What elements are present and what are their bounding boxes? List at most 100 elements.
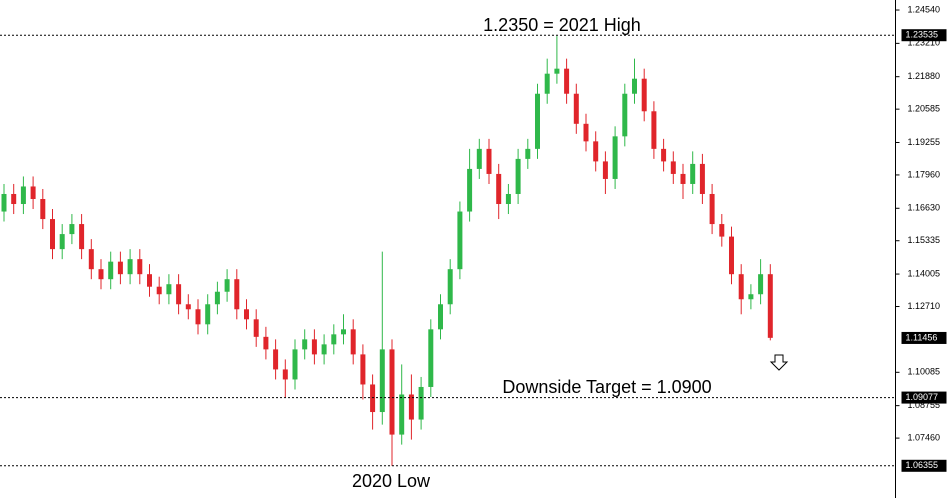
candle-body bbox=[438, 304, 443, 330]
candle-body bbox=[641, 78, 647, 112]
candle-body bbox=[1, 193, 7, 212]
candle-body bbox=[661, 148, 667, 162]
level-box bbox=[901, 391, 947, 404]
candle-body bbox=[544, 73, 550, 94]
candle-body bbox=[767, 274, 773, 338]
candle-body bbox=[50, 219, 55, 250]
y-tick-label: 1.19255 bbox=[908, 137, 941, 147]
candle-body bbox=[166, 284, 172, 295]
y-tick-label: 1.15335 bbox=[908, 235, 941, 245]
candle-body bbox=[457, 211, 463, 270]
y-tick-label: 1.12710 bbox=[908, 301, 941, 311]
candle-body bbox=[205, 304, 211, 325]
y-tick-label: 1.21880 bbox=[908, 71, 941, 81]
level-box bbox=[901, 459, 947, 472]
candle-body bbox=[234, 279, 240, 310]
candle-body bbox=[11, 193, 17, 205]
candle-body bbox=[680, 173, 686, 184]
down-arrow-icon bbox=[769, 354, 789, 371]
candle-body bbox=[573, 93, 579, 124]
candle-body bbox=[496, 173, 502, 205]
annotation: 1.2350 = 2021 High bbox=[483, 15, 641, 35]
candle-body bbox=[350, 329, 356, 355]
candle-body bbox=[321, 344, 327, 355]
candle-body bbox=[127, 259, 133, 275]
candle-body bbox=[40, 198, 46, 220]
candle-body bbox=[282, 369, 288, 380]
candle-body bbox=[602, 161, 608, 179]
candle-body bbox=[632, 78, 637, 94]
candle-body bbox=[709, 193, 715, 225]
candle-body bbox=[331, 334, 337, 345]
y-tick-label: 1.08755 bbox=[908, 400, 941, 410]
candle-body bbox=[748, 294, 754, 300]
candle-body bbox=[195, 309, 201, 325]
candle-body bbox=[59, 234, 65, 250]
candle-body bbox=[467, 168, 473, 212]
candle-body bbox=[360, 354, 366, 385]
level-label: 1.09077 bbox=[906, 392, 939, 402]
candle-body bbox=[263, 336, 269, 350]
candle-body bbox=[554, 68, 560, 74]
y-tick-label: 1.16630 bbox=[908, 203, 941, 213]
y-tick-label: 1.20585 bbox=[908, 104, 941, 114]
y-tick-label: 1.10085 bbox=[908, 367, 941, 377]
candle-body bbox=[224, 279, 230, 292]
y-tick-label: 1.07460 bbox=[908, 432, 941, 442]
candle-body bbox=[379, 349, 385, 413]
current-price-label: 1.11456 bbox=[906, 332, 938, 342]
candle-body bbox=[525, 148, 531, 159]
candle-body bbox=[418, 386, 424, 420]
candle-body bbox=[428, 329, 434, 387]
candle-body bbox=[137, 259, 143, 275]
candle-body bbox=[399, 394, 405, 435]
candle-body bbox=[108, 261, 114, 280]
candle-body bbox=[408, 394, 414, 420]
candle-body bbox=[253, 319, 259, 337]
candle-body bbox=[292, 349, 298, 380]
current-price-box bbox=[901, 331, 947, 344]
candle-body bbox=[244, 309, 249, 320]
y-tick-label: 1.17960 bbox=[908, 169, 941, 179]
candle-body bbox=[670, 161, 676, 174]
candle-body bbox=[185, 304, 191, 310]
candle-body bbox=[535, 93, 540, 149]
candle-body bbox=[311, 339, 317, 355]
candle-body bbox=[98, 269, 104, 280]
candle-body bbox=[564, 68, 570, 94]
candle-body bbox=[690, 163, 696, 184]
candle-body bbox=[583, 123, 589, 142]
candle-body bbox=[341, 329, 346, 335]
level-label: 1.23535 bbox=[906, 30, 939, 40]
candle-body bbox=[156, 286, 162, 295]
candle-body bbox=[758, 274, 764, 295]
candle-body bbox=[476, 148, 482, 169]
candle-body bbox=[370, 384, 376, 413]
candle-body bbox=[515, 158, 521, 194]
candle-body bbox=[719, 224, 725, 237]
y-tick-label: 1.14005 bbox=[908, 268, 941, 278]
candle-body bbox=[147, 274, 152, 287]
candle-body bbox=[505, 193, 511, 205]
candle-body bbox=[69, 224, 75, 235]
candle-body bbox=[30, 186, 36, 199]
candle-body bbox=[20, 186, 26, 205]
candle-body bbox=[214, 291, 220, 305]
candle-body bbox=[486, 148, 492, 174]
annotation: 2020 Low bbox=[352, 471, 431, 491]
candle-body bbox=[176, 284, 182, 305]
level-label: 1.06355 bbox=[906, 460, 939, 470]
y-tick-label: 1.23210 bbox=[908, 38, 941, 48]
candle-body bbox=[612, 136, 618, 179]
candle-body bbox=[273, 349, 279, 370]
candle-body bbox=[729, 236, 734, 275]
candle-body bbox=[389, 349, 395, 435]
candle-body bbox=[651, 111, 657, 149]
candle-body bbox=[88, 249, 94, 270]
candle-body bbox=[699, 163, 705, 194]
annotation: Downside Target = 1.0900 bbox=[502, 377, 711, 397]
candle-body bbox=[593, 141, 599, 162]
candle-body bbox=[622, 93, 628, 137]
